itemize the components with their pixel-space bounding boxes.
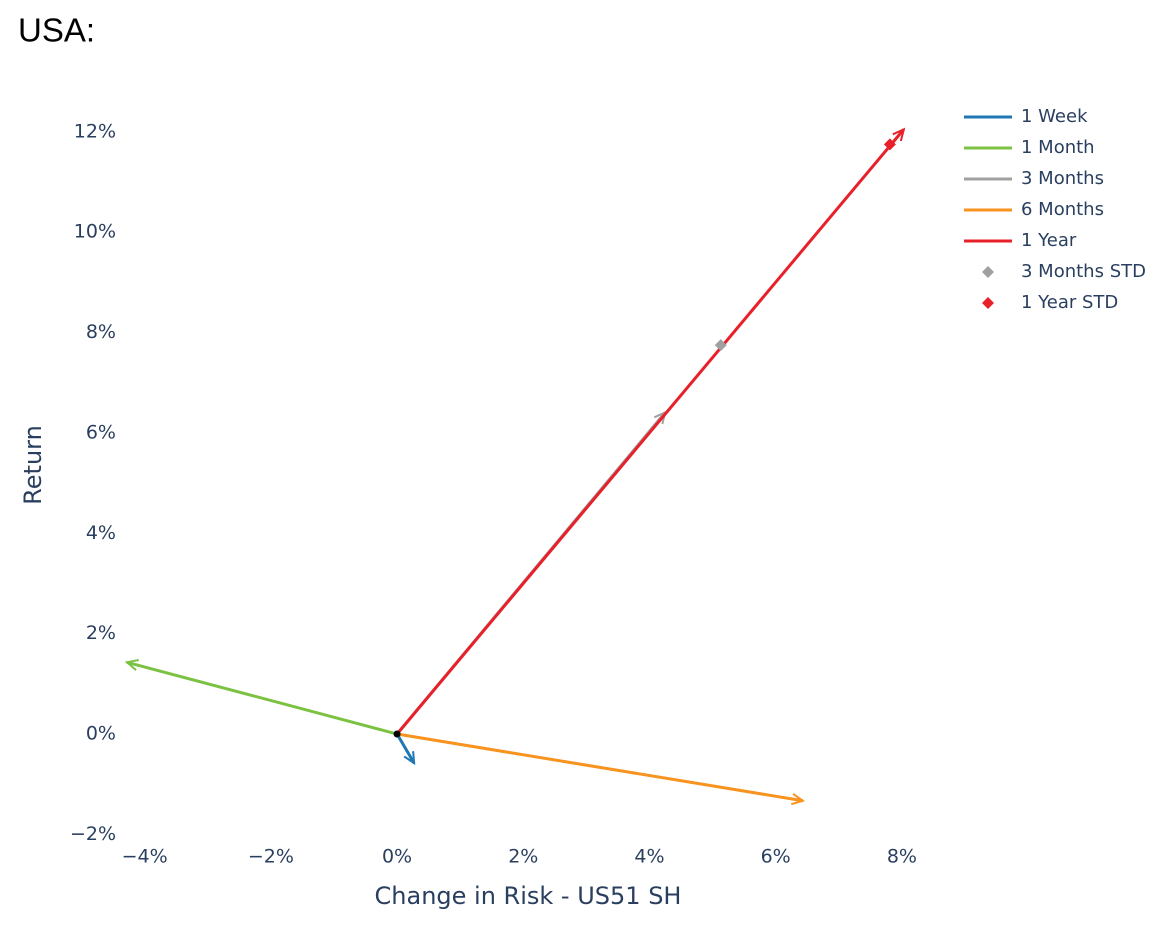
x-tick-label: 6% (761, 846, 791, 868)
x-tick-label: 0% (382, 846, 412, 868)
legend-label: 6 Months (1021, 199, 1104, 220)
series-line (396, 732, 804, 803)
x-tick-label: −2% (248, 846, 294, 868)
y-tick-label: 10% (74, 221, 116, 243)
series-line (395, 733, 416, 764)
legend-label: 3 Months STD (1021, 261, 1146, 282)
arrow-head (124, 659, 139, 671)
x-tick-label: −4% (122, 846, 168, 868)
legend-label: 1 Year STD (1021, 292, 1118, 313)
std-marker (714, 339, 727, 352)
legend-label: 1 Week (1021, 106, 1088, 127)
legend-label: 1 Year (1021, 230, 1077, 251)
x-tick-label: 2% (508, 846, 538, 868)
chart-title: USA: (18, 12, 95, 49)
arrow-head (403, 751, 416, 766)
y-axis-title: Return (19, 425, 47, 505)
y-tick-label: 12% (74, 120, 116, 142)
y-tick-label: −2% (70, 823, 116, 845)
y-tick-label: 8% (86, 321, 116, 343)
y-tick-label: 0% (86, 723, 116, 745)
x-axis-title: Change in Risk - US51 SH (375, 882, 682, 910)
legend-label: 3 Months (1021, 168, 1104, 189)
series-line (126, 660, 398, 736)
legend-label: 1 Month (1021, 137, 1095, 158)
arrow-head (892, 127, 906, 142)
x-tick-label: 4% (634, 846, 664, 868)
legend-marker (982, 297, 994, 309)
x-tick-label: 8% (887, 846, 917, 868)
origin-point (393, 730, 401, 738)
series-line (395, 128, 905, 735)
std-marker (883, 138, 896, 151)
arrow-head (791, 793, 806, 806)
y-tick-label: 4% (86, 522, 116, 544)
y-tick-label: 6% (86, 421, 116, 443)
legend-marker (982, 266, 994, 278)
y-tick-label: 2% (86, 622, 116, 644)
